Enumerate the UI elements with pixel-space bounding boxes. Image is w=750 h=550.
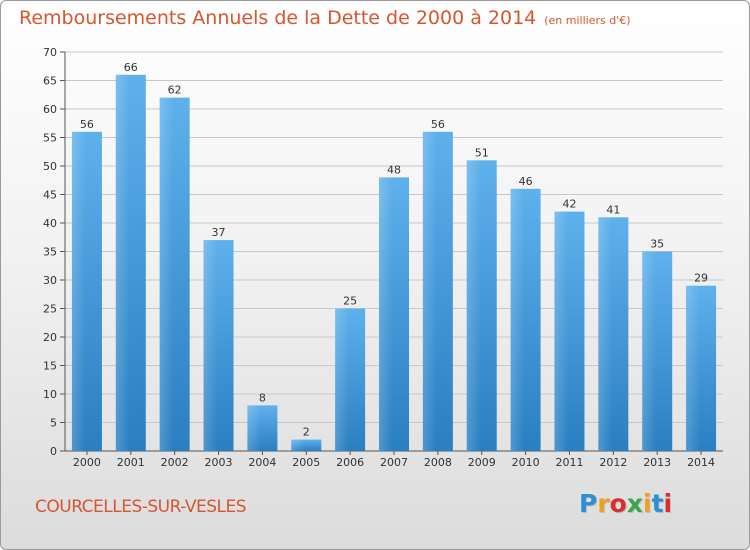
y-tick-label: 55 — [43, 132, 57, 145]
x-tick-label: 2013 — [643, 456, 671, 469]
x-tick-label: 2010 — [512, 456, 540, 469]
bar — [291, 439, 322, 451]
y-tick-label: 30 — [43, 274, 57, 287]
bar-value-label: 2 — [303, 426, 310, 439]
proxiti-logo: Proxiti — [579, 489, 691, 523]
bar-value-label: 66 — [124, 61, 138, 74]
logo-letter: P — [579, 489, 598, 518]
bar-highlight — [291, 439, 305, 451]
y-tick-label: 0 — [50, 445, 57, 458]
x-tick-label: 2009 — [468, 456, 496, 469]
x-tick-label: 2003 — [205, 456, 233, 469]
bar-highlight — [686, 285, 700, 451]
bar-value-label: 56 — [80, 118, 94, 131]
bar-highlight — [247, 405, 261, 451]
y-tick-label: 65 — [43, 75, 57, 88]
y-tick-label: 50 — [43, 160, 57, 173]
y-tick-label: 70 — [43, 46, 57, 59]
y-tick-label: 60 — [43, 103, 57, 116]
logo-letter: t — [651, 489, 664, 518]
bar-highlight — [554, 211, 568, 451]
bar-value-label: 25 — [343, 295, 357, 308]
logo-letter: i — [663, 489, 673, 518]
logo-letter: r — [597, 489, 610, 518]
commune-name: COURCELLES-SUR-VESLES — [35, 497, 247, 517]
bars: 56 66 62 37 8 2 25 48 56 51 46 42 41 35 29 — [71, 61, 717, 452]
x-tick-label: 2001 — [117, 456, 145, 469]
y-tick-label: 5 — [50, 417, 57, 430]
bar-value-label: 29 — [694, 272, 708, 285]
bar-highlight — [598, 217, 612, 451]
bar-value-label: 37 — [212, 226, 226, 239]
logo-letter: i — [643, 489, 652, 518]
bar-value-label: 8 — [259, 391, 266, 404]
y-tick-label: 25 — [43, 303, 57, 316]
y-tick-label: 15 — [43, 360, 57, 373]
y-tick-label: 10 — [43, 388, 57, 401]
bar-highlight — [422, 131, 437, 452]
bar-value-label: 46 — [519, 175, 533, 188]
bar-value-label: 56 — [431, 118, 445, 131]
y-tick-label: 20 — [43, 331, 57, 344]
x-tick-label: 2002 — [161, 456, 189, 469]
bar-highlight — [71, 131, 86, 452]
bar-value-label: 48 — [387, 163, 401, 176]
x-tick-label: 2011 — [555, 456, 583, 469]
chart-title-text: Remboursements Annuels de la Dette de 20… — [19, 7, 537, 29]
bar-highlight — [159, 97, 174, 451]
x-tick-label: 2012 — [599, 456, 627, 469]
x-tick-label: 2006 — [336, 456, 364, 469]
bar-value-label: 35 — [650, 238, 664, 251]
bar-highlight — [335, 308, 349, 451]
axes: 0 5 10 15 20 25 30 35 40 45 50 55 60 65 70 2000 2001 2002… — [43, 46, 723, 469]
logo-letter: o — [609, 489, 627, 518]
bar-highlight — [203, 240, 218, 451]
x-tick-label: 2005 — [292, 456, 320, 469]
bar-highlight — [115, 74, 130, 452]
bar-highlight — [466, 160, 481, 452]
bar-highlight — [510, 188, 525, 452]
y-tick-label: 35 — [43, 246, 57, 259]
logo-letter: x — [626, 489, 643, 518]
bar-highlight — [642, 251, 656, 451]
x-tick-label: 2014 — [687, 456, 715, 469]
bar-value-label: 42 — [562, 198, 576, 211]
x-tick-label: 2008 — [424, 456, 452, 469]
y-tick-label: 40 — [43, 217, 57, 230]
bar-value-label: 62 — [168, 84, 182, 97]
chart-title: Remboursements Annuels de la Dette de 20… — [19, 7, 631, 29]
x-tick-label: 2007 — [380, 456, 408, 469]
x-tick-label: 2000 — [73, 456, 101, 469]
y-tick-label: 45 — [43, 189, 57, 202]
x-tick-label: 2004 — [248, 456, 276, 469]
bar-value-label: 51 — [475, 146, 489, 159]
bar-value-label: 41 — [606, 203, 620, 216]
chart-unit: (en milliers d'€) — [544, 14, 631, 27]
bar-highlight — [379, 177, 393, 451]
